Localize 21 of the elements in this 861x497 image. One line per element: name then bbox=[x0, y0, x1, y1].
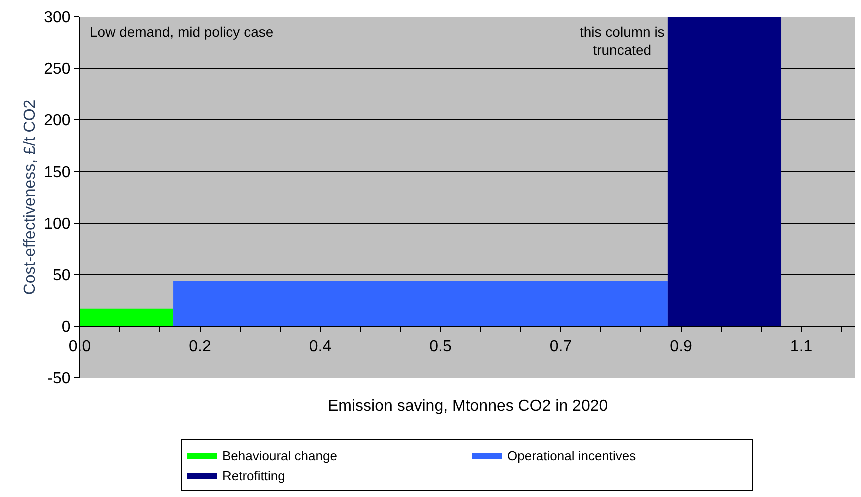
x-tick-label: 1.1 bbox=[790, 338, 813, 356]
annotation: Low demand, mid policy case bbox=[90, 24, 274, 40]
y-tick-label: 200 bbox=[44, 112, 71, 130]
x-axis-title: Emission saving, Mtonnes CO2 in 2020 bbox=[328, 398, 608, 415]
x-tick-label: 0.2 bbox=[189, 338, 212, 356]
y-tick-label: 100 bbox=[44, 216, 71, 233]
y-tick-label: 50 bbox=[53, 267, 71, 284]
y-tick-label: 0 bbox=[62, 319, 71, 336]
y-tick-label: -50 bbox=[48, 370, 71, 388]
legend-label: Behavioural change bbox=[222, 448, 338, 464]
y-tick-label: 300 bbox=[44, 10, 71, 27]
annotation: this column is truncated bbox=[580, 24, 665, 58]
y-tick-label: 250 bbox=[44, 61, 71, 78]
x-tick-label: 0.7 bbox=[550, 338, 572, 356]
x-tick-label: 0.5 bbox=[430, 338, 452, 356]
y-axis-title: Cost-effectiveness, £/t CO2 bbox=[22, 100, 39, 296]
legend-label: Operational incentives bbox=[508, 448, 637, 464]
x-tick-label: 0.4 bbox=[309, 338, 332, 356]
x-tick-label: 0.9 bbox=[670, 338, 693, 356]
y-tick-label: 150 bbox=[44, 164, 71, 182]
legend-label: Retrofitting bbox=[222, 468, 286, 484]
